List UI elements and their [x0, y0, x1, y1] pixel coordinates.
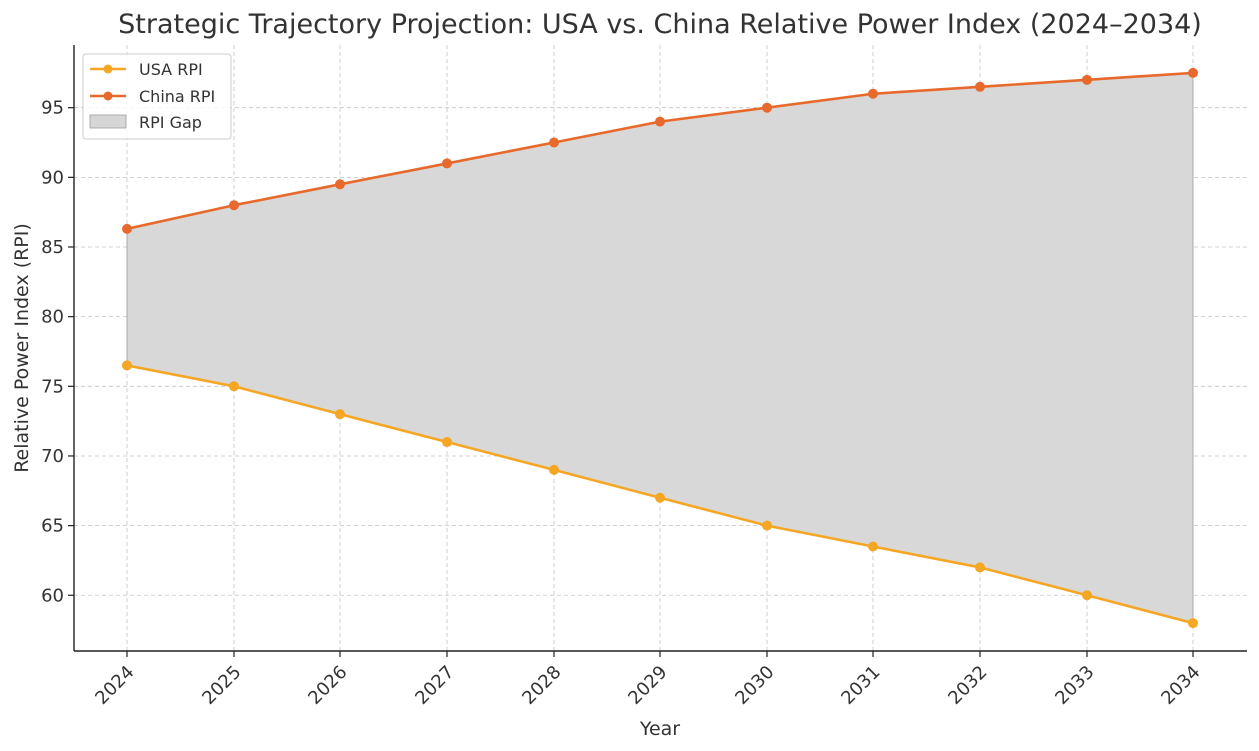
x-tick-label: 2025: [198, 662, 245, 709]
china-rpi-point-2026: [335, 179, 345, 190]
china-rpi-point-2032: [975, 81, 985, 92]
usa-rpi-point-2026: [335, 409, 345, 420]
y-tick-label: 90: [41, 167, 64, 188]
y-tick-label: 60: [41, 585, 64, 606]
legend: USA RPI China RPI RPI Gap: [82, 53, 232, 140]
china-rpi-point-2029: [655, 116, 665, 127]
rpi-gap-area: [126, 72, 1194, 624]
x-tick-label: 2034: [1157, 662, 1204, 709]
china-rpi-point-2028: [549, 137, 559, 148]
legend-china-marker: [103, 91, 113, 101]
china-rpi-point-2034: [1188, 67, 1198, 78]
china-rpi-point-2031: [868, 88, 878, 99]
x-tick-label: 2026: [304, 662, 351, 709]
usa-rpi-point-2029: [655, 492, 665, 503]
x-tick-label: 2027: [411, 662, 458, 709]
usa-rpi-point-2024: [122, 360, 132, 371]
x-tick-label: 2031: [837, 662, 884, 709]
series-points-layer: [122, 67, 1198, 629]
china-rpi-point-2025: [229, 200, 239, 211]
usa-rpi-point-2027: [442, 437, 452, 448]
x-tick-label: 2024: [91, 662, 138, 709]
china-rpi-point-2033: [1082, 74, 1092, 85]
usa-rpi-point-2032: [975, 562, 985, 573]
y-tick-label: 65: [41, 516, 64, 537]
china-rpi-point-2027: [442, 158, 452, 169]
china-rpi-point-2024: [122, 223, 132, 234]
y-axis-label: Relative Power Index (RPI): [11, 223, 33, 473]
legend-gap-label: RPI Gap: [139, 113, 202, 132]
usa-rpi-point-2034: [1188, 618, 1198, 629]
x-tick-label: 2033: [1051, 662, 1098, 709]
y-tick-label: 75: [41, 376, 64, 397]
x-tick-label: 2029: [624, 662, 671, 709]
legend-china-label: China RPI: [139, 87, 215, 106]
legend-usa-marker: [103, 64, 113, 74]
axes: [68, 45, 1247, 657]
legend-usa-label: USA RPI: [139, 60, 203, 79]
y-tick-label: 95: [41, 98, 64, 119]
usa-rpi-point-2030: [762, 520, 772, 531]
legend-gap-swatch: [89, 114, 127, 129]
usa-rpi-point-2028: [549, 464, 559, 475]
gap-area-layer: [126, 72, 1194, 624]
y-tick-label: 85: [41, 237, 64, 258]
x-tick-labels: 2024 2025 2026 2027 2028 2029 2030 2031 2032 2033…: [91, 662, 1204, 709]
usa-rpi-point-2031: [868, 541, 878, 552]
y-tick-labels: 60 65 70 75 80 85 90 95: [41, 98, 64, 607]
china-rpi-point-2030: [762, 102, 772, 113]
usa-rpi-point-2025: [229, 381, 239, 392]
y-tick-label: 80: [41, 307, 64, 328]
usa-rpi-point-2033: [1082, 590, 1092, 601]
y-tick-label: 70: [41, 446, 64, 467]
chart-title: Strategic Trajectory Projection: USA vs.…: [118, 9, 1202, 40]
x-tick-label: 2030: [731, 662, 778, 709]
x-tick-label: 2032: [944, 662, 991, 709]
x-axis-label: Year: [639, 718, 680, 740]
x-tick-label: 2028: [518, 662, 565, 709]
